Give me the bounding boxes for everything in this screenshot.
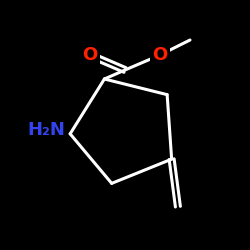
Text: O: O <box>82 46 98 64</box>
Text: H₂N: H₂N <box>27 121 65 139</box>
Text: O: O <box>152 46 168 64</box>
